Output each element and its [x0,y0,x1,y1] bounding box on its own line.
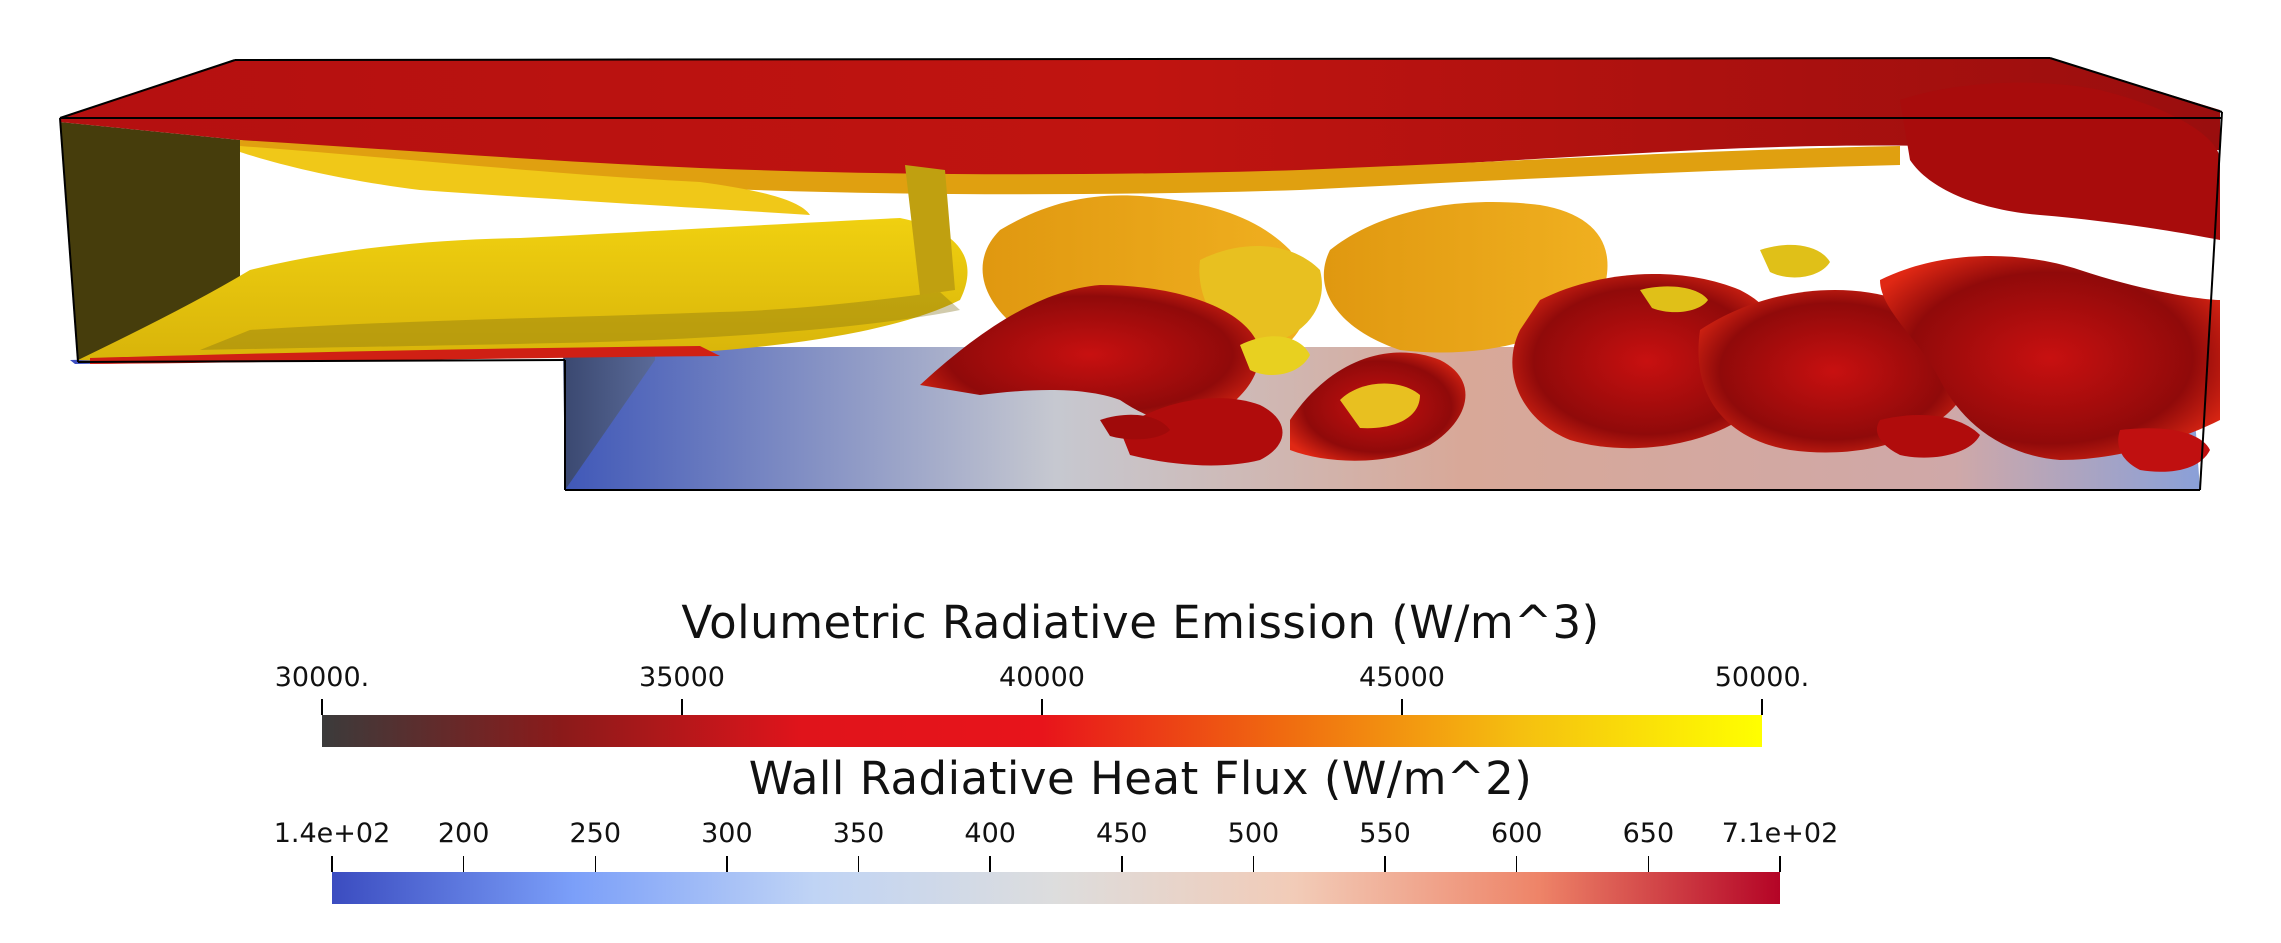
emission-tick-mark [1761,699,1763,715]
flux-tick-label: 650 [1622,818,1675,849]
flux-tick-label: 600 [1490,818,1543,849]
flux-tick-mark [1515,856,1518,872]
flux-tick-mark [857,856,860,872]
flux-tick-label: 300 [701,818,753,849]
flux-tick-mark [1252,856,1255,872]
inlet-wall [60,122,240,360]
flux-tick-label: 1.4e+02 [273,818,391,849]
flux-colorbar-title: Wall Radiative Heat Flux (W/m^2) [748,752,1533,805]
emission-tick-mark [321,699,323,715]
yellow-curtain [905,165,955,295]
emission-tick-mark [1041,699,1043,715]
flux-tick-mark [331,856,333,872]
emission-tick-label: 45000 [1359,662,1445,693]
combustor-render [59,57,2223,491]
emission-colorbar-title: Volumetric Radiative Emission (W/m^3) [681,596,1600,649]
flux-tick-label: 550 [1359,818,1411,849]
flux-tick-label: 450 [1096,818,1148,849]
emission-tick-label: 35000 [639,662,725,693]
flux-tick-label: 250 [569,818,622,849]
flux-colorbar [332,872,1780,904]
flux-tick-label: 350 [832,818,885,849]
flux-tick-mark [1647,856,1650,872]
flux-tick-mark [1121,856,1123,872]
3d-viewport[interactable] [0,0,2281,530]
flux-tick-mark [989,856,991,872]
emission-tick-mark [681,699,683,715]
flux-tick-label: 500 [1227,818,1280,849]
flux-tick-label: 200 [437,818,490,849]
emission-tick-label: 50000. [1714,662,1810,693]
flux-tick-mark [1779,856,1781,872]
flux-tick-label: 400 [964,818,1016,849]
red-vortex-4 [1698,290,1968,453]
flux-tick-mark [726,856,728,872]
emission-tick-mark [1401,699,1403,715]
red-vortex-1 [920,285,1260,424]
flux-tick-mark [1384,856,1386,872]
emission-colorbar [322,715,1762,747]
flux-tick-label: 7.1e+02 [1721,818,1839,849]
emission-tick-label: 30000. [274,662,370,693]
domain-outline [59,57,2223,491]
flux-tick-mark [462,856,465,872]
step-face [563,346,655,490]
red-vortex-upper [1900,82,2220,240]
emission-tick-label: 40000 [999,662,1085,693]
red-vortex-5 [1880,256,2220,460]
lower-yellow-sheet [78,218,968,361]
flux-tick-mark [594,856,597,872]
